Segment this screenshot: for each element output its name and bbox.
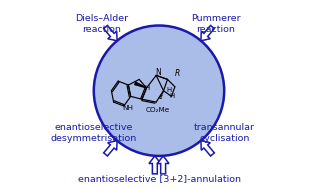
Text: H: H <box>169 93 175 99</box>
FancyArrow shape <box>104 26 117 41</box>
FancyArrow shape <box>104 141 117 156</box>
FancyArrow shape <box>201 26 214 41</box>
Text: H: H <box>145 85 150 91</box>
Text: N: N <box>156 67 161 77</box>
FancyArrow shape <box>201 141 214 156</box>
Circle shape <box>94 26 224 156</box>
Text: transannular
cyclisation: transannular cyclisation <box>194 123 255 143</box>
Text: Pummerer
reaction: Pummerer reaction <box>191 14 240 34</box>
Text: H: H <box>167 87 172 93</box>
Text: enantioselective
desymmetrisation: enantioselective desymmetrisation <box>51 123 137 143</box>
Text: Diels–Alder
reaction: Diels–Alder reaction <box>75 14 128 34</box>
FancyArrow shape <box>149 156 161 174</box>
FancyArrow shape <box>157 156 169 174</box>
Text: R: R <box>175 69 180 78</box>
Polygon shape <box>135 82 147 88</box>
Text: CO₂Me: CO₂Me <box>146 107 170 113</box>
Text: enantioselective [3+2]-annulation: enantioselective [3+2]-annulation <box>78 174 240 183</box>
Text: NH: NH <box>122 105 133 111</box>
